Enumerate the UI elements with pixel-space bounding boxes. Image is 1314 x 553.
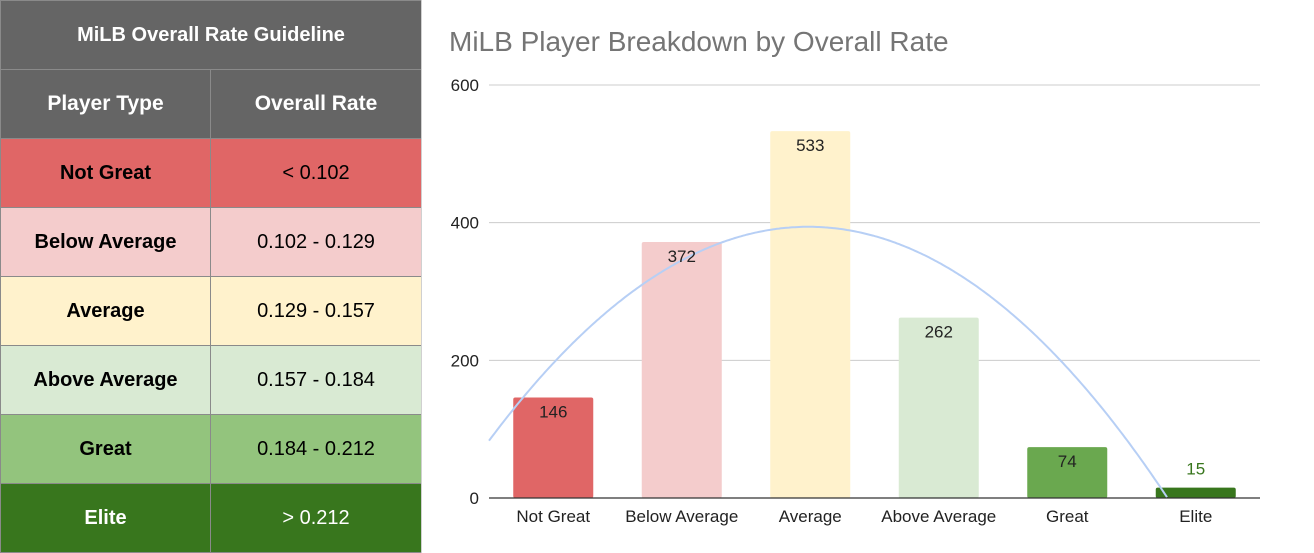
data-label: 262 [925,323,953,342]
column-header-overall-rate: Overall Rate [210,69,422,139]
chart-title: MiLB Player Breakdown by Overall Rate [449,26,949,57]
guideline-row: Great 0.184 - 0.212 [0,414,422,484]
guideline-row: Average 0.129 - 0.157 [0,276,422,346]
y-tick-label: 600 [451,76,479,95]
player-type-cell: Great [0,414,211,484]
bar [1027,447,1108,498]
player-type-cell: Elite [0,483,211,553]
overall-rate-cell: 0.157 - 0.184 [210,345,422,415]
player-type-cell: Below Average [0,207,211,277]
data-label: 15 [1186,460,1205,479]
x-tick-label: Elite [1179,507,1212,526]
guideline-row: Elite > 0.212 [0,483,422,553]
overall-rate-cell: 0.102 - 0.129 [210,207,422,277]
guideline-row: Not Great < 0.102 [0,138,422,208]
overall-rate-cell: 0.184 - 0.212 [210,414,422,484]
guideline-row: Above Average 0.157 - 0.184 [0,345,422,415]
guideline-title: MiLB Overall Rate Guideline [0,0,422,70]
player-type-cell: Average [0,276,211,346]
y-tick-label: 200 [451,351,479,370]
guideline-row: Below Average 0.102 - 0.129 [0,207,422,277]
bar [898,317,979,498]
bar [770,131,851,498]
y-tick-label: 0 [470,489,479,508]
chart-panel: MiLB Player Breakdown by Overall Rate 0 2… [421,0,1314,553]
data-label: 533 [796,136,824,155]
bar [513,397,594,498]
x-tick-label: Above Average [881,507,996,526]
bar [1155,487,1236,498]
overall-rate-cell: > 0.212 [210,483,422,553]
x-tick-label: Average [779,507,842,526]
x-tick-label: Below Average [625,507,738,526]
player-type-cell: Not Great [0,138,211,208]
bar [641,241,722,498]
guideline-table: MiLB Overall Rate Guideline Player Type … [0,0,422,553]
data-label: 146 [539,403,567,422]
data-label: 74 [1058,452,1077,471]
bar-chart: 0 200 400 600 146 372 533 262 74 15 Not Great Below… [451,76,1260,526]
overall-rate-cell: < 0.102 [210,138,422,208]
data-label: 372 [668,247,696,266]
trendline [488,225,1168,498]
x-tick-label: Great [1046,507,1089,526]
column-header-player-type: Player Type [0,69,211,139]
player-type-cell: Above Average [0,345,211,415]
overall-rate-cell: 0.129 - 0.157 [210,276,422,346]
x-tick-label: Not Great [516,507,590,526]
y-tick-label: 400 [451,214,479,233]
